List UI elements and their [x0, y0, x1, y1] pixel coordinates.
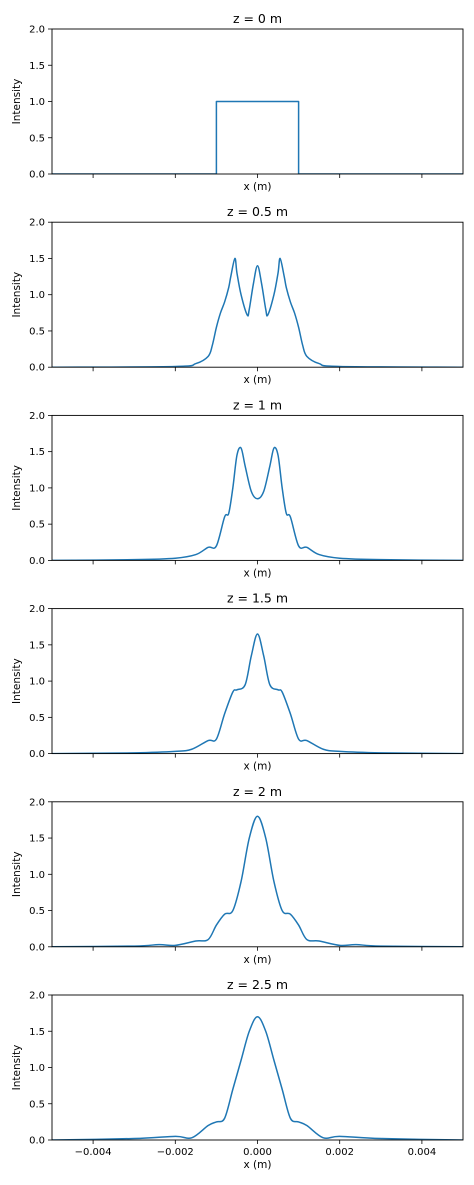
x-axis-label: x (m): [244, 181, 272, 193]
y-tick-label: 0.0: [29, 942, 45, 953]
subplot-5: z = 2 m Intensity 0.0 0.5 1.0 1.5 2.0 x (m): [11, 784, 464, 966]
x-tick-label: −0.004: [75, 1147, 112, 1158]
subplot-title: z = 2 m: [233, 784, 282, 799]
y-tick-label: 0.5: [29, 1099, 45, 1110]
subplot-title: z = 0 m: [233, 11, 282, 26]
subplot-6: z = 2.5 m Intensity 0.0 0.5 1.0 1.5 2.0 −0.004 −…: [11, 977, 464, 1171]
y-tick-label: 2.0: [29, 797, 45, 808]
y-tick-label: 2.0: [29, 411, 45, 422]
y-tick-label: 1.0: [29, 870, 45, 881]
x-axis-label: x (m): [244, 761, 272, 773]
subplot-4: z = 1.5 m Intensity 0.0 0.5 1.0 1.5 2.0 x (m): [11, 591, 464, 773]
y-tick-label: 1.5: [29, 447, 45, 458]
y-tick-label: 0.5: [29, 326, 45, 337]
intensity-curve-1: [52, 257, 463, 368]
x-tick-label: −0.002: [157, 1147, 194, 1158]
x-axis-label: x (m): [244, 567, 272, 579]
y-tick-label: 0.5: [29, 713, 45, 724]
x-axis-label: x (m): [244, 1159, 272, 1171]
subplot-title: z = 1 m: [233, 397, 282, 412]
intensity-curve-1: [52, 100, 463, 174]
intensity-curve-1: [52, 815, 463, 947]
y-tick-label: 1.5: [29, 61, 45, 72]
axes-frame: [51, 608, 464, 755]
subplot-title: z = 0.5 m: [227, 204, 288, 219]
y-tick-label: 0.0: [29, 1136, 45, 1147]
x-tick-label: 0.004: [408, 1147, 437, 1158]
y-tick-label: 0.0: [29, 556, 45, 567]
y-tick-label: 2.0: [29, 218, 45, 229]
x-tick-label: 0.000: [243, 1147, 272, 1158]
y-tick-label: 2.0: [29, 604, 45, 615]
y-tick-label: 0.0: [29, 363, 45, 374]
axes-frame: [51, 221, 464, 368]
subplot-title: z = 1.5 m: [227, 591, 288, 606]
y-tick-label: 0.0: [29, 170, 45, 181]
y-tick-label: 2.0: [29, 991, 45, 1002]
subplot-title: z = 2.5 m: [227, 977, 288, 992]
y-axis-label: Intensity: [11, 272, 23, 318]
y-tick-label: 1.0: [29, 1063, 45, 1074]
subplot-3: z = 1 m Intensity 0.0 0.5 1.0 1.5 2.0 x (m): [11, 397, 464, 579]
subplot-1: z = 0 m Intensity 0.0 0.5 1.0 1.5 2.0 x (m): [11, 11, 464, 193]
y-tick-label: 0.5: [29, 133, 45, 144]
axes-frame: [51, 28, 464, 175]
intensity-curve-1: [52, 446, 463, 561]
x-axis-label: x (m): [244, 374, 272, 386]
axes-frame: [51, 414, 464, 561]
axes-frame: [51, 801, 464, 948]
intensity-curve-1: [52, 1016, 463, 1140]
y-tick-label: 1.5: [29, 1027, 45, 1038]
y-tick-label: 1.5: [29, 834, 45, 845]
y-tick-label: 1.0: [29, 97, 45, 108]
y-axis-label: Intensity: [11, 658, 23, 704]
y-tick-label: 1.0: [29, 677, 45, 688]
y-tick-label: 0.5: [29, 520, 45, 531]
y-axis-label: Intensity: [11, 79, 23, 125]
y-tick-label: 0.5: [29, 906, 45, 917]
x-axis-label: x (m): [244, 954, 272, 966]
y-axis-label: Intensity: [11, 1045, 23, 1091]
x-tick-label: 0.002: [325, 1147, 354, 1158]
y-tick-label: 2.0: [29, 25, 45, 36]
y-tick-label: 0.0: [29, 749, 45, 760]
subplot-2: z = 0.5 m Intensity 0.0 0.5 1.0 1.5 2.0 x (m): [11, 204, 464, 386]
y-tick-label: 1.0: [29, 483, 45, 494]
y-axis-label: Intensity: [11, 851, 23, 897]
axes-frame: [51, 994, 464, 1141]
y-tick-label: 1.5: [29, 254, 45, 265]
y-axis-label: Intensity: [11, 465, 23, 511]
intensity-curve-1: [52, 633, 463, 754]
y-tick-label: 1.5: [29, 640, 45, 651]
y-tick-label: 1.0: [29, 290, 45, 301]
